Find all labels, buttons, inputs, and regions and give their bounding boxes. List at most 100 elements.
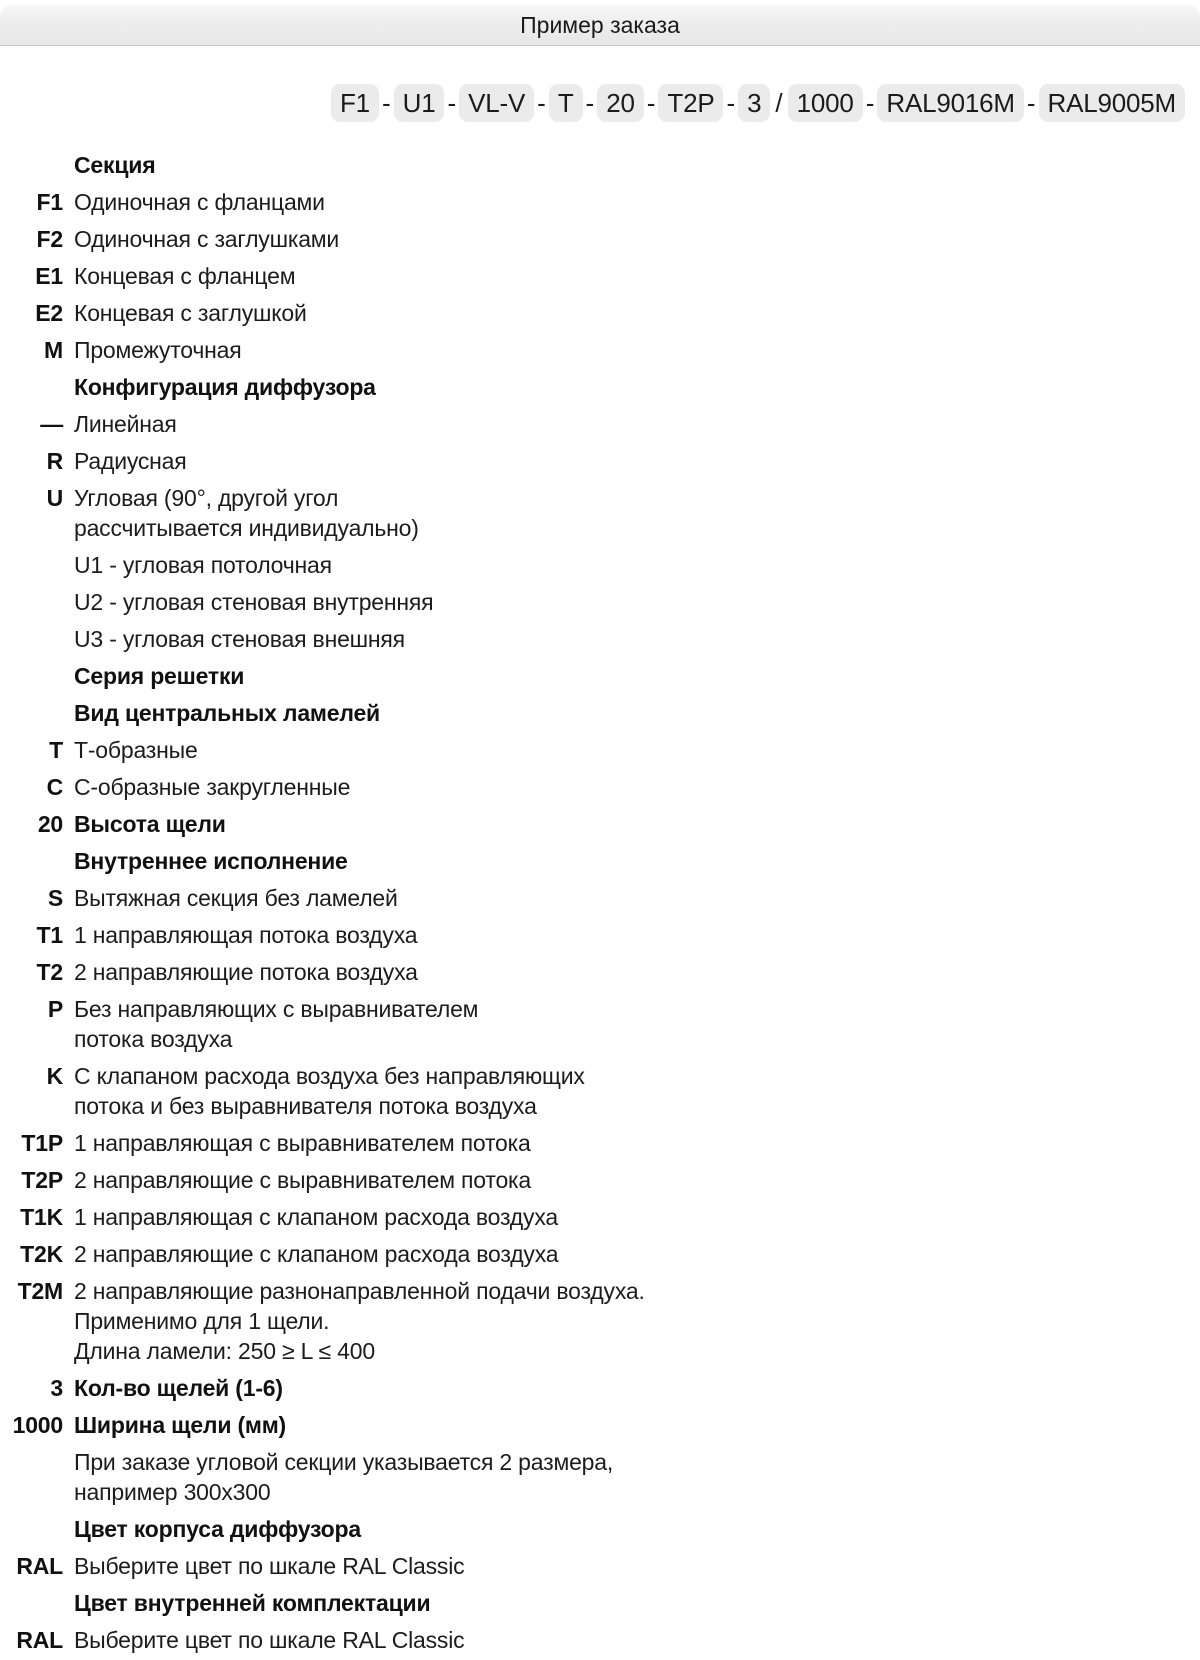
- definition-row: F1 Одиночная с фланцами: [0, 187, 1200, 217]
- definition-key: [0, 1447, 63, 1477]
- definition-text: например 300x300: [74, 1479, 271, 1505]
- code-segment-slot-count: 3: [738, 84, 771, 122]
- definition-row-continuation: рассчитывается индивидуально): [0, 513, 1200, 543]
- definition-row: U1 - угловая потолочная: [0, 550, 1200, 580]
- definition-text: Одиночная с фланцами: [74, 189, 325, 215]
- definition-row: RAL Выберите цвет по шкале RAL Classic: [0, 1625, 1200, 1655]
- definition-key: T2K: [20, 1241, 63, 1267]
- definition-row: K С клапаном расхода воздуха без направля…: [0, 1061, 1200, 1091]
- definition-key: [0, 150, 63, 180]
- definition-text: Выберите цвет по шкале RAL Classic: [74, 1627, 465, 1653]
- definition-key: RAL: [16, 1553, 63, 1579]
- section-header: Секция: [74, 152, 156, 178]
- code-separator-slash: /: [775, 87, 783, 118]
- definition-text: 2 направляющие с клапаном расхода воздух…: [74, 1241, 559, 1267]
- definition-row-continuation: потока и без выравнивателя потока воздух…: [0, 1091, 1200, 1121]
- code-segment-internal-color: RAL9005M: [1038, 84, 1186, 122]
- section-header: Цвет корпуса диффузора: [74, 1516, 361, 1542]
- definition-key: T1P: [21, 1130, 63, 1156]
- definition-row: — Линейная: [0, 409, 1200, 439]
- definition-text: 2 направляющие потока воздуха: [74, 959, 418, 985]
- definition-text: Применимо для 1 щели.: [74, 1308, 330, 1334]
- definition-row: E1 Концевая с фланцем: [0, 261, 1200, 291]
- definition-key: K: [46, 1063, 64, 1089]
- definition-key: [0, 846, 63, 876]
- definition-row: T2M 2 направляющие разнонаправленной пода…: [0, 1276, 1200, 1306]
- section-header-row: Цвет корпуса диффузора: [0, 1514, 1200, 1544]
- code-separator-dash: -: [381, 87, 391, 118]
- section-header-row: Секция: [0, 150, 1200, 180]
- definition-row-continuation: потока воздуха: [0, 1024, 1200, 1054]
- definition-text: При заказе угловой секции указывается 2 …: [74, 1449, 614, 1475]
- section-header: Внутреннее исполнение: [74, 848, 348, 874]
- section-header-row: Вид центральных ламелей: [0, 698, 1200, 728]
- definition-text: U3 - угловая стеновая внешняя: [74, 626, 405, 652]
- section-header: Конфигурация диффузора: [74, 374, 376, 400]
- definition-key: C: [46, 774, 64, 800]
- definition-row: RAL Выберите цвет по шкале RAL Classic: [0, 1551, 1200, 1581]
- definition-row-continuation: Длина ламели: 250 ≥ L ≤ 400: [0, 1336, 1200, 1366]
- definition-key: M: [44, 337, 63, 363]
- definition-key: [0, 661, 63, 691]
- definition-row: U Угловая (90°, другой угол: [0, 483, 1200, 513]
- definition-key: [0, 372, 63, 402]
- definition-text: рассчитывается индивидуально): [74, 515, 419, 541]
- definition-text: Т-образные: [74, 737, 198, 763]
- definition-row: T1K 1 направляющая с клапаном расхода воз…: [0, 1202, 1200, 1232]
- code-segment-body-color: RAL9016M: [877, 84, 1024, 122]
- definition-row: M Промежуточная: [0, 335, 1200, 365]
- definition-text: 2 направляющие с выравнивателем потока: [74, 1167, 532, 1193]
- definition-key: S: [47, 885, 63, 911]
- code-segment-lamella-type: T: [548, 84, 583, 122]
- definition-key: [0, 587, 63, 617]
- definition-row: T1 1 направляющая потока воздуха: [0, 920, 1200, 950]
- definition-key: [0, 1477, 63, 1507]
- definition-text: Радиусная: [74, 448, 187, 474]
- definition-key: [0, 513, 63, 543]
- definition-row: T1P 1 направляющая с выравнивателем поток…: [0, 1128, 1200, 1158]
- definition-text: Линейная: [74, 411, 177, 437]
- code-separator-dash: -: [646, 87, 656, 118]
- definition-row: U2 - угловая стеновая внутренняя: [0, 587, 1200, 617]
- definition-row: F2 Одиночная с заглушками: [0, 224, 1200, 254]
- definition-row: E2 Концевая с заглушкой: [0, 298, 1200, 328]
- definition-text: U1 - угловая потолочная: [74, 552, 332, 578]
- code-segment-diffuser-config: U1: [393, 84, 445, 122]
- definitions-list: Секция F1 Одиночная с фланцами F2 Одиночна…: [0, 150, 1200, 1655]
- definition-row: P Без направляющих с выравнивателем: [0, 994, 1200, 1024]
- code-segment-internal-config: T2P: [658, 84, 724, 122]
- definition-text: 1 направляющая потока воздуха: [74, 922, 418, 948]
- definition-key: T1: [36, 922, 64, 948]
- code-separator-dash: -: [865, 87, 875, 118]
- definition-key: U: [46, 485, 64, 511]
- definition-text: Длина ламели: 250 ≥ L ≤ 400: [74, 1338, 375, 1364]
- section-header: Ширина щели (мм): [74, 1412, 286, 1438]
- definition-text: Концевая с фланцем: [74, 263, 296, 289]
- definition-text: 1 направляющая с выравнивателем потока: [74, 1130, 531, 1156]
- definition-row: T2 2 направляющие потока воздуха: [0, 957, 1200, 987]
- code-separator-dash: -: [585, 87, 595, 118]
- definition-text: Промежуточная: [74, 337, 242, 363]
- definition-text: С клапаном расхода воздуха без направляю…: [74, 1063, 585, 1089]
- definition-key: [0, 1588, 63, 1618]
- definition-key: T2M: [17, 1278, 64, 1304]
- definition-row-continuation: Применимо для 1 щели.: [0, 1306, 1200, 1336]
- section-header: Цвет внутренней комплектации: [74, 1590, 431, 1616]
- definition-key: E1: [35, 263, 63, 289]
- section-header: Серия решетки: [74, 663, 245, 689]
- section-header: Вид центральных ламелей: [74, 700, 380, 726]
- definition-key: [0, 624, 63, 654]
- code-separator-dash: -: [1026, 87, 1036, 118]
- definition-key: [0, 1306, 63, 1336]
- definition-row: T Т-образные: [0, 735, 1200, 765]
- code-separator-dash: -: [447, 87, 457, 118]
- definition-text: потока воздуха: [74, 1026, 233, 1052]
- definition-key: F2: [36, 226, 64, 252]
- code-segment-grille-series: VL-V: [459, 84, 535, 122]
- definition-text: Угловая (90°, другой угол: [74, 485, 339, 511]
- definition-text: Одиночная с заглушками: [74, 226, 340, 252]
- definition-key: E2: [35, 300, 63, 326]
- section-header-row: Серия решетки: [0, 661, 1200, 691]
- code-separator-dash: -: [537, 87, 546, 118]
